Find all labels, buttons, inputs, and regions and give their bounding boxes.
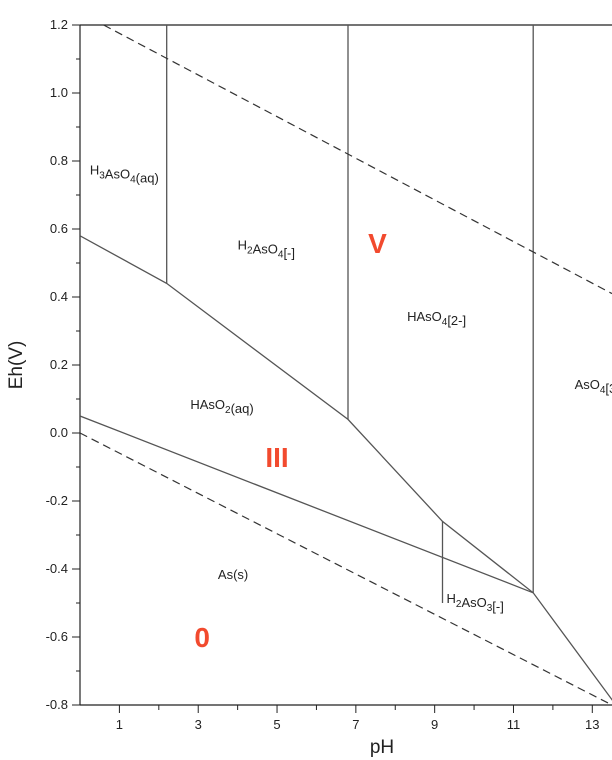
species-subscript: 2 bbox=[247, 245, 253, 256]
oxidation-state-label: 0 bbox=[194, 622, 210, 653]
species-subscript: 3 bbox=[487, 603, 493, 614]
species-text: AsO bbox=[105, 167, 130, 182]
species-text: AsO bbox=[575, 377, 600, 392]
y-tick-label: 0.6 bbox=[50, 221, 68, 236]
y-axis-title: Eh(V) bbox=[6, 341, 27, 390]
species-text: AsO bbox=[253, 241, 278, 256]
species-subscript: 2 bbox=[225, 405, 231, 416]
oxidation-state-label: III bbox=[265, 442, 288, 473]
x-tick-label: 1 bbox=[116, 717, 123, 732]
y-tick-label: 0.8 bbox=[50, 153, 68, 168]
species-text: AsO bbox=[461, 595, 486, 610]
water-stability-line bbox=[80, 432, 612, 705]
species-text: As(s) bbox=[218, 567, 248, 582]
x-tick-label: 3 bbox=[195, 717, 202, 732]
species-label: H2AsO4[-] bbox=[238, 237, 295, 260]
y-tick-label: -0.4 bbox=[46, 561, 68, 576]
y-tick-label: -0.6 bbox=[46, 629, 68, 644]
y-tick-label: 0.4 bbox=[50, 289, 68, 304]
x-tick-label: 5 bbox=[273, 717, 280, 732]
y-tick-label: 1.0 bbox=[50, 85, 68, 100]
y-tick-label: -0.2 bbox=[46, 493, 68, 508]
species-label: H3AsO4(aq) bbox=[90, 163, 159, 186]
species-subscript: 2 bbox=[456, 599, 462, 610]
axes: 1.21.00.80.60.40.20.0-0.2-0.4-0.6-0.81 3 5… bbox=[46, 17, 612, 732]
species-subscript: 4 bbox=[130, 175, 136, 186]
x-tick-label: 9 bbox=[431, 717, 438, 732]
boundary-line bbox=[80, 235, 612, 701]
species-text: (aq) bbox=[231, 401, 254, 416]
y-tick-label: 0.2 bbox=[50, 357, 68, 372]
x-tick-label: 7 bbox=[352, 717, 359, 732]
species-label: As(s) bbox=[218, 567, 248, 582]
species-subscript: 4 bbox=[278, 249, 284, 260]
water-stability-line bbox=[103, 25, 612, 295]
oxidation-state-label: V bbox=[368, 228, 387, 259]
species-text: (aq) bbox=[136, 171, 159, 186]
oxidation-state-labels: V III 0 bbox=[194, 228, 387, 653]
species-label: AsO4[3-] bbox=[575, 377, 612, 396]
species-subscript: 4 bbox=[442, 317, 448, 328]
species-labels: H3AsO4(aq)H2AsO4[-]HAsO4[2-]AsO4[3-]HAsO… bbox=[90, 163, 612, 614]
species-text: H bbox=[90, 163, 99, 178]
species-text: [-] bbox=[492, 599, 504, 614]
species-text: [-] bbox=[283, 245, 295, 260]
y-tick-label: -0.8 bbox=[46, 697, 68, 712]
species-text: HAsO bbox=[190, 397, 225, 412]
species-label: HAsO4[2-] bbox=[407, 309, 466, 328]
species-text: [2-] bbox=[447, 313, 466, 328]
boundary-line bbox=[80, 415, 534, 594]
species-label: HAsO2(aq) bbox=[190, 397, 253, 416]
x-tick-label: 13 bbox=[585, 717, 599, 732]
y-tick-label: 1.2 bbox=[50, 17, 68, 32]
species-text: HAsO bbox=[407, 309, 442, 324]
x-tick-label: 11 bbox=[507, 717, 521, 732]
species-subscript: 3 bbox=[99, 171, 105, 182]
species-text: H bbox=[446, 591, 455, 606]
species-text: [3-] bbox=[605, 381, 612, 396]
x-axis-title: pH bbox=[370, 737, 394, 758]
boundary-lines bbox=[80, 25, 612, 705]
species-label: H2AsO3[-] bbox=[446, 591, 503, 614]
species-subscript: 4 bbox=[600, 385, 606, 396]
species-text: H bbox=[238, 237, 247, 252]
y-tick-label: 0.0 bbox=[50, 425, 68, 440]
